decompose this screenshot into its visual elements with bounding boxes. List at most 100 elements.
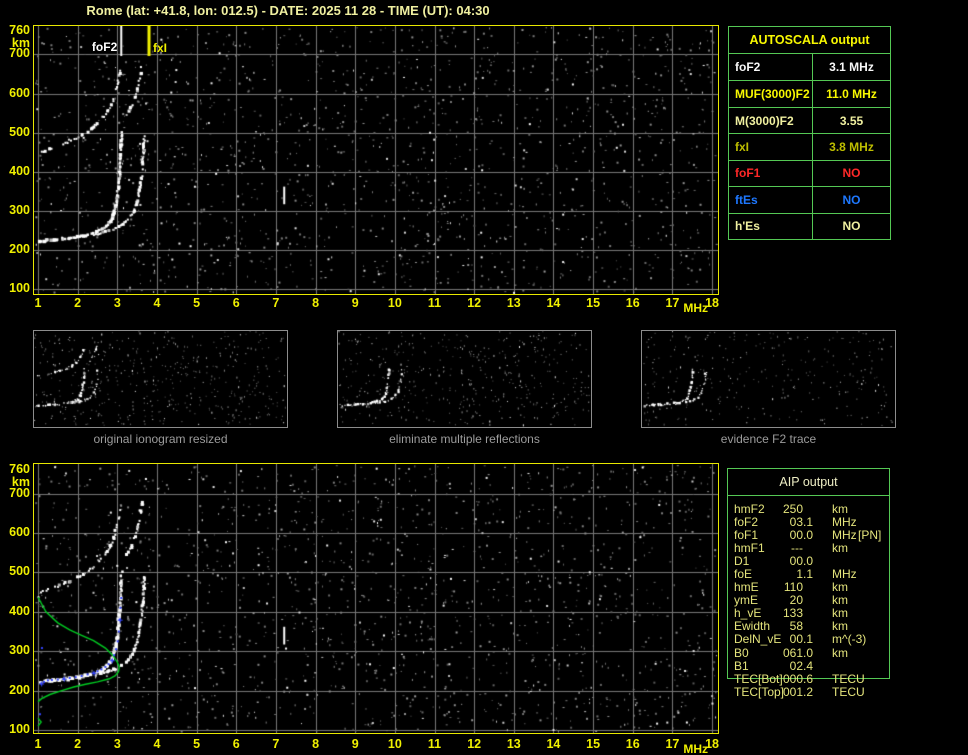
x-tick-label: 17 [665, 296, 680, 310]
y-tick-label: 700 [9, 485, 30, 500]
parameter-label: fxI [729, 134, 813, 160]
table-row: D1 00.0 [727, 555, 890, 568]
table-row: DelN_vE 00.1 m^(-3) [727, 633, 890, 646]
y-tick-label: 100 [9, 721, 30, 736]
parameter-unit: km [832, 502, 848, 516]
parameter-unit: km [832, 593, 848, 608]
parameter-unit: km [832, 580, 848, 595]
parameter-unit: MHz [832, 528, 857, 543]
parameter-value-int: 20 [789, 593, 803, 608]
parameter-unit: km [832, 645, 848, 660]
parameter-label: B1 [734, 658, 749, 673]
table-row: hmF1 --- km [727, 542, 890, 555]
y-axis-unit-label: km [11, 36, 30, 50]
x-tick-label: 7 [272, 737, 280, 751]
parameter-unit: km [832, 619, 848, 634]
parameter-label: B0 [734, 645, 749, 660]
x-tick-label: 1 [34, 737, 42, 751]
x-tick-label: 10 [387, 296, 402, 310]
parameter-label: h_vE [734, 606, 762, 621]
x-tick-label: 11 [427, 296, 442, 310]
x-tick-label: 6 [232, 296, 240, 310]
parameter-unit: km [832, 606, 848, 621]
parameter-label: foF2 [734, 515, 759, 530]
parameter-unit: TECU [832, 671, 865, 686]
table-row: hmE 110 km [727, 581, 890, 594]
table-row: Ewidth 58 km [727, 620, 890, 633]
x-tick-label: 4 [153, 737, 161, 751]
x-tick-label: 3 [113, 296, 121, 310]
y-tick-label: 760 [9, 462, 30, 476]
table-row: foE 1.1 MHz [727, 568, 890, 581]
y-tick-label: 100 [9, 281, 30, 296]
x-axis-unit-label: MHz [683, 742, 709, 755]
x-tick-label: 8 [312, 296, 320, 310]
parameter-value-frac: .0 [803, 645, 814, 660]
table-row: h'Es NO [729, 212, 890, 239]
aip-table-title: AIP output [728, 469, 889, 496]
parameter-unit: km [832, 541, 848, 556]
parameter-value: NO [842, 166, 861, 181]
parameter-note: [PN] [858, 528, 882, 543]
x-tick-label: 5 [193, 296, 201, 310]
table-row: foF2 3.1 MHz [729, 54, 890, 81]
fxi-marker-label: fxI [153, 41, 168, 55]
parameter-label: hmF1 [734, 541, 765, 556]
x-tick-label: 16 [625, 296, 640, 310]
parameter-value-int: 250 [782, 502, 803, 516]
x-tick-label: 15 [586, 737, 601, 751]
parameter-value-frac: .1 [803, 567, 814, 582]
parameter-value: 3.55 [839, 113, 864, 128]
table-row: fxI 3.8 MHz [729, 133, 890, 160]
parameter-value-int: 00 [789, 528, 803, 543]
y-tick-label: 500 [9, 564, 30, 579]
x-tick-label: 13 [506, 737, 521, 751]
y-tick-label: 600 [9, 85, 30, 100]
table-row: foF2 03.1 MHz [727, 516, 890, 529]
parameter-value-int: 02 [789, 658, 803, 673]
fof2-marker-label: foF2 [91, 40, 118, 54]
x-tick-label: 1 [34, 296, 42, 310]
parameter-label: foF1 [729, 160, 813, 187]
y-tick-label: 760 [9, 23, 30, 37]
parameter-value-frac: .2 [803, 684, 814, 699]
y-tick-label: 300 [9, 643, 30, 658]
table-row: TEC[Bot] 000.6 TECU [727, 671, 890, 686]
y-tick-label: 500 [9, 124, 30, 139]
thumbnail-panel [337, 330, 592, 428]
table-row: MUF(3000)F2 11.0 MHz [729, 80, 890, 107]
autoscala-output-table: AUTOSCALA output foF2 3.1 MHz MUF(3000)F2 1… [728, 26, 891, 240]
parameter-label: TEC[Top] [734, 684, 785, 699]
table-row: ymE 20 km [727, 594, 890, 607]
parameter-value: NO [842, 192, 861, 207]
page-title: Rome (lat: +41.8, lon: 012.5) - DATE: 20… [86, 3, 490, 18]
table-row: foF1 NO [729, 159, 890, 187]
parameter-label: foF2 [729, 54, 813, 81]
parameter-value-int: 061 [782, 645, 803, 660]
table-row: B1 02.4 [727, 658, 890, 673]
parameter-value-frac: .0 [803, 528, 814, 543]
x-tick-label: 9 [351, 737, 359, 751]
thumbnail-canvas [338, 331, 591, 427]
table-row: TEC[Top] 001.2 TECU [727, 684, 890, 699]
y-tick-label: 400 [9, 603, 30, 618]
table-row: hmF2 250 km [727, 503, 890, 516]
aip-table-rows: hmF2 250 km foF2 03.1 MHz foF1 00.0 MHz [PN] hmF1-… [727, 503, 890, 699]
parameter-value-int: 00 [789, 554, 803, 569]
parameter-value-frac: .6 [803, 671, 814, 686]
parameter-unit: MHz [832, 515, 857, 530]
parameter-unit: MHz [832, 567, 857, 582]
parameter-value-int: 58 [789, 619, 803, 634]
autoscala-table-title: AUTOSCALA output [729, 27, 890, 54]
parameter-label: hmF2 [734, 502, 765, 516]
parameter-value-int: 001 [782, 684, 803, 699]
aip-output-table: AIP output [727, 468, 890, 679]
parameter-label: ymE [734, 593, 758, 608]
x-tick-label: 13 [506, 296, 521, 310]
y-tick-label: 200 [9, 682, 30, 697]
x-tick-label: 5 [193, 737, 201, 751]
table-row: foF1 00.0 MHz [PN] [727, 529, 890, 542]
parameter-value: 3.8 MHz [829, 139, 874, 154]
parameter-label: ftEs [729, 187, 813, 213]
parameter-value: 11.0 MHz [826, 87, 877, 102]
